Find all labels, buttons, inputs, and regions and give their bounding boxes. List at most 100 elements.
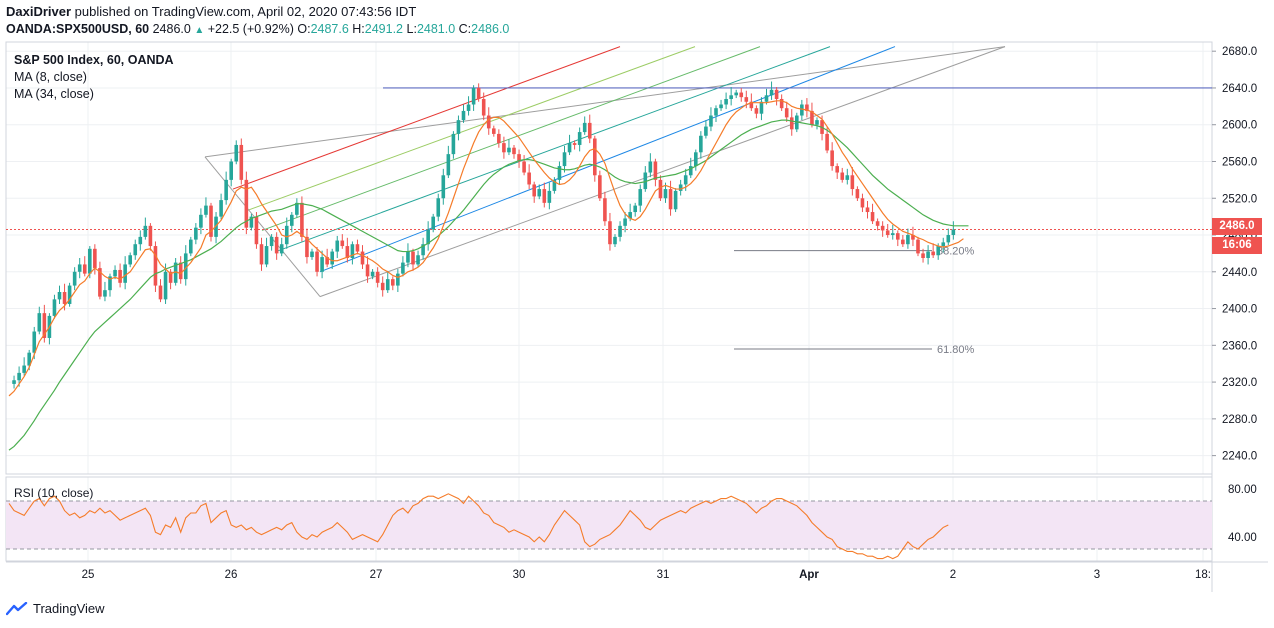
- candle-body: [234, 144, 239, 162]
- candle-body: [279, 244, 284, 254]
- candle-body: [714, 108, 718, 116]
- candle-body: [567, 143, 572, 153]
- candle-body: [219, 200, 223, 217]
- candle-body: [103, 290, 107, 297]
- candle-body: [93, 248, 97, 269]
- candle-body: [835, 166, 839, 173]
- symbol-label[interactable]: OANDA:SPX500USD, 60: [6, 22, 150, 36]
- candle-body: [163, 271, 168, 300]
- candle-body: [906, 235, 910, 245]
- candle-body: [37, 313, 42, 332]
- candle-body: [653, 161, 658, 180]
- candle-body: [340, 240, 345, 247]
- candle-body: [224, 179, 228, 201]
- candle-body: [421, 244, 425, 256]
- candle-body: [229, 161, 233, 180]
- candle-body: [582, 122, 587, 133]
- candle-body: [451, 133, 456, 155]
- candle-body: [178, 262, 183, 280]
- candle-body: [315, 251, 319, 272]
- x-tick-label: 31: [657, 569, 670, 581]
- y-tick-label: 2560.0: [1222, 156, 1257, 168]
- candle-body: [916, 239, 920, 254]
- candle-body: [577, 132, 582, 145]
- x-tick-label: Apr: [799, 569, 819, 581]
- y-tick-label: 2360.0: [1222, 340, 1257, 352]
- candle-body: [779, 98, 784, 109]
- x-tick-label: 27: [370, 569, 383, 581]
- candle-body: [461, 110, 466, 121]
- candle-body: [880, 225, 885, 231]
- y-tick-label: 2600.0: [1222, 120, 1257, 132]
- rsi-line: [8, 493, 949, 560]
- candle-body: [320, 257, 324, 272]
- candle-body: [749, 101, 754, 109]
- rsi-legend[interactable]: RSI (10, close): [14, 486, 94, 500]
- ma34-legend[interactable]: MA (34, close): [14, 87, 94, 101]
- candle-body: [951, 229, 956, 236]
- candle-body: [618, 225, 622, 237]
- candle-body: [921, 253, 925, 258]
- candle-body: [683, 175, 688, 185]
- candle-body: [789, 117, 794, 130]
- candle-body: [173, 262, 178, 283]
- chart-title[interactable]: S&P 500 Index, 60, OANDA: [14, 53, 174, 67]
- candle-body: [295, 202, 299, 215]
- pitchfork-line: [275, 46, 831, 253]
- candle-body: [694, 152, 698, 167]
- candle-body: [598, 175, 602, 199]
- candle-body: [481, 98, 486, 116]
- low-value: 2481.0: [416, 22, 456, 36]
- pitchfork-line: [261, 46, 761, 231]
- ma8-legend[interactable]: MA (8, close): [14, 70, 87, 84]
- candle-body: [183, 253, 188, 280]
- candle-body: [133, 244, 138, 256]
- candle-body: [587, 122, 592, 139]
- y-tick-label: 2280.0: [1222, 414, 1257, 426]
- candle-body: [668, 189, 673, 210]
- candle-body: [492, 128, 496, 134]
- candle-body: [441, 175, 446, 199]
- candle-body: [840, 172, 845, 180]
- candle-body: [456, 120, 461, 134]
- candle-body: [709, 115, 713, 127]
- candle-body: [249, 216, 254, 228]
- candle-body: [734, 92, 738, 96]
- candle-body: [290, 214, 294, 226]
- candle-body: [638, 189, 643, 206]
- candle-body: [416, 255, 420, 265]
- candle-body: [557, 166, 562, 180]
- candle-body: [350, 244, 355, 258]
- brand-label: TradingView: [33, 601, 105, 616]
- candle-body: [123, 264, 127, 283]
- candle-body: [532, 184, 536, 197]
- candle-body: [865, 207, 870, 213]
- candle-body: [759, 101, 764, 114]
- candle-body: [875, 221, 880, 226]
- candle-body: [527, 172, 531, 185]
- candle-body: [855, 189, 860, 199]
- high-value: 2491.2: [364, 22, 404, 36]
- candle-body: [244, 179, 249, 228]
- fib-level-label: 61.80%: [937, 344, 975, 356]
- tradingview-logo-icon: [6, 601, 28, 615]
- candle-body: [658, 179, 663, 199]
- tradingview-brand[interactable]: TradingView: [6, 601, 105, 616]
- candle-body: [284, 225, 289, 245]
- ma34-line: [8, 119, 969, 451]
- x-tick-label: 25: [82, 569, 95, 581]
- candle-body: [98, 268, 102, 297]
- candle-body: [32, 331, 37, 353]
- candle-body: [678, 184, 683, 191]
- x-tick-label: 3: [1094, 569, 1100, 581]
- candle-body: [214, 216, 218, 237]
- candle-body: [628, 212, 632, 219]
- change-value: +22.5 (+0.92%): [207, 22, 294, 36]
- candle-body: [643, 172, 648, 190]
- author-name[interactable]: DaxiDriver: [6, 4, 72, 19]
- candle-body: [189, 239, 193, 254]
- candle-body: [194, 227, 198, 240]
- candle-body: [593, 138, 597, 176]
- candle-body: [27, 352, 31, 366]
- close-value: 2486.0: [471, 22, 510, 36]
